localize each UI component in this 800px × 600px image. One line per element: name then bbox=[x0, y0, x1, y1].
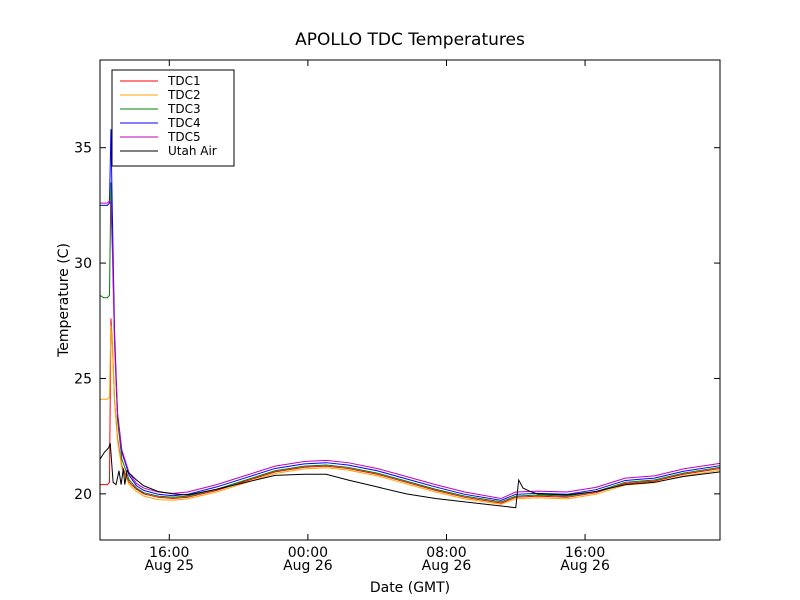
chart-title: APOLLO TDC Temperatures bbox=[295, 30, 525, 50]
plot-frame bbox=[99, 59, 721, 541]
y-axis-label: Temperature (C) bbox=[56, 243, 72, 358]
series-line-tdc2 bbox=[100, 325, 721, 505]
y-tick-label: 25 bbox=[74, 371, 92, 387]
legend-label: TDC5 bbox=[167, 130, 201, 144]
x-tick-time-label: 16:00 bbox=[565, 545, 605, 561]
legend-label: TDC4 bbox=[167, 116, 201, 130]
series-line-tdc4 bbox=[100, 129, 721, 501]
x-tick-date-label: Aug 26 bbox=[560, 558, 610, 574]
series-line-tdc5 bbox=[100, 199, 721, 499]
y-tick-label: 20 bbox=[74, 487, 92, 503]
legend-label: TDC2 bbox=[167, 88, 201, 102]
x-tick-date-label: Aug 26 bbox=[283, 558, 333, 574]
series-line-utah-air bbox=[99, 442, 721, 509]
legend-label: TDC3 bbox=[167, 102, 201, 116]
y-tick-label: 35 bbox=[74, 141, 92, 157]
plot-area bbox=[99, 129, 721, 509]
x-tick-date-label: Aug 26 bbox=[422, 558, 472, 574]
x-tick-time-label: 08:00 bbox=[426, 545, 466, 561]
legend-label: Utah Air bbox=[168, 144, 217, 158]
legend-label: TDC1 bbox=[167, 74, 201, 88]
y-tick-label: 30 bbox=[74, 256, 92, 272]
x-tick-time-label: 00:00 bbox=[288, 545, 328, 561]
x-axis-label: Date (GMT) bbox=[370, 580, 450, 596]
x-tick-time-label: 16:00 bbox=[149, 545, 189, 561]
y-axis: 20 25 30 35 bbox=[74, 141, 720, 503]
legend-frame bbox=[111, 69, 235, 167]
x-tick-date-label: Aug 25 bbox=[144, 558, 194, 574]
